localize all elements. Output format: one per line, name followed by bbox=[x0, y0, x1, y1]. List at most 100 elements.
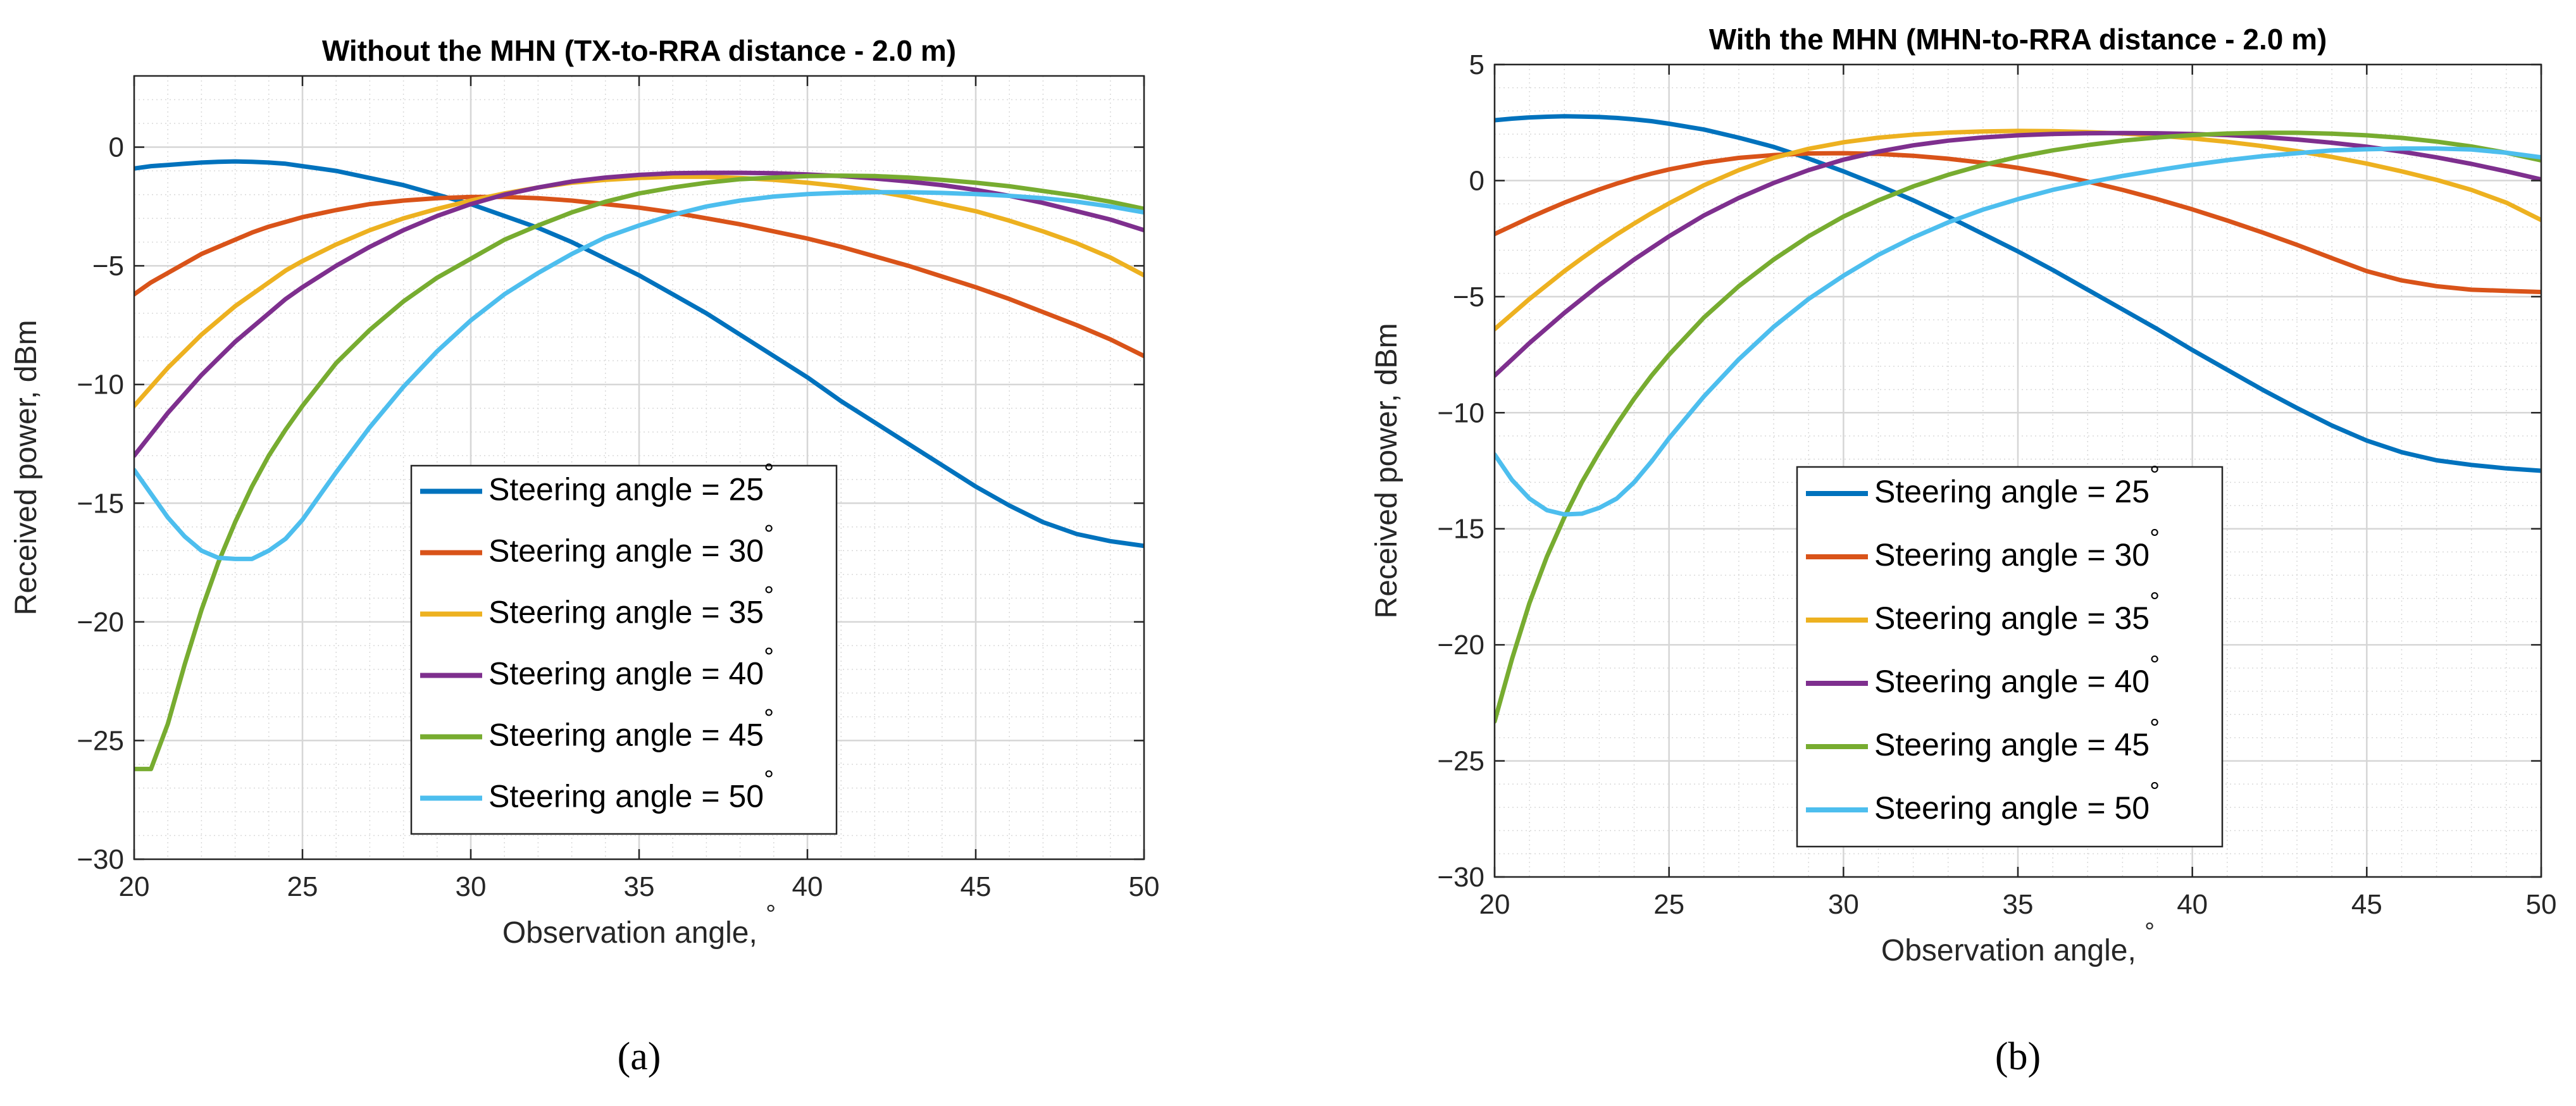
legend-label-text: Steering angle = 35 bbox=[488, 595, 764, 630]
x-tick-label: 30 bbox=[1828, 889, 1859, 920]
legend-label-text: Steering angle = 25 bbox=[1874, 474, 2150, 509]
y-tick-label: −10 bbox=[1437, 397, 1484, 428]
legend-label-degree: ° bbox=[764, 705, 774, 733]
legend-label: Steering angle = 40° bbox=[1874, 651, 2160, 699]
series-line-a-50 bbox=[134, 190, 1144, 561]
legend-label-text: Steering angle = 40 bbox=[488, 656, 764, 692]
legend-item: Steering angle = 50° bbox=[1806, 778, 2160, 826]
y-axis-label-b: Received power, dBm bbox=[1370, 323, 1403, 619]
chart-title-b: With the MHN (MHN-to-RRA distance - 2.0 … bbox=[1709, 23, 2327, 56]
legend-label: Steering angle = 35° bbox=[488, 582, 774, 630]
legend-label: Steering angle = 25° bbox=[1874, 461, 2160, 509]
y-tick-label: −5 bbox=[1453, 282, 1484, 313]
y-tick-label: −5 bbox=[92, 251, 124, 282]
legend-label-text: Steering angle = 45 bbox=[488, 718, 764, 753]
series-line-b-35 bbox=[1495, 128, 2541, 332]
series-line-a-30 bbox=[134, 194, 1144, 359]
legend-label-text: Steering angle = 50 bbox=[488, 779, 764, 814]
x-tick-label: 35 bbox=[2003, 889, 2034, 920]
y-tick-label: −30 bbox=[77, 844, 124, 875]
x-tick-label: 45 bbox=[961, 871, 992, 902]
legend-item: Steering angle = 40° bbox=[1806, 651, 2160, 699]
legend-label: Steering angle = 45° bbox=[488, 705, 774, 753]
legend-label-degree: ° bbox=[2150, 525, 2160, 552]
chart-panel-b: 20 25 30 35 40 45 50 −30 −25 −20 −15 −10 −5 0 5 With th… bbox=[1370, 23, 2556, 1078]
legend-item: Steering angle = 50° bbox=[420, 766, 774, 814]
legend-item: Steering angle = 45° bbox=[1806, 714, 2160, 762]
legend-label-degree: ° bbox=[764, 459, 774, 487]
y-tick-label: −10 bbox=[77, 370, 124, 401]
legend-box bbox=[410, 464, 838, 835]
legend-item: Steering angle = 35° bbox=[420, 582, 774, 630]
x-axis-label-text: Observation angle, bbox=[502, 916, 766, 950]
x-tick-label: 30 bbox=[456, 871, 487, 902]
legend-item: Steering angle = 25° bbox=[1806, 461, 2160, 509]
legend-box bbox=[1796, 466, 2224, 848]
x-tick-label: 45 bbox=[2351, 889, 2382, 920]
x-tick-label: 25 bbox=[1653, 889, 1684, 920]
series-line-a-45 bbox=[134, 173, 1144, 771]
legend-label-text: Steering angle = 30 bbox=[1874, 537, 2150, 573]
legend-label-degree: ° bbox=[2150, 714, 2160, 742]
panel-label-a: (a) bbox=[618, 1035, 661, 1078]
series-line-b-25 bbox=[1495, 114, 2541, 473]
chart-title-a: Without the MHN (TX-to-RRA distance - 2.… bbox=[322, 34, 956, 67]
legend-label-text: Steering angle = 30 bbox=[488, 533, 764, 569]
legend-label-text: Steering angle = 50 bbox=[1874, 790, 2150, 826]
series-group-b bbox=[1495, 114, 2541, 724]
series-line-b-45 bbox=[1495, 130, 2541, 724]
x-tick-label: 40 bbox=[2177, 889, 2208, 920]
y-tick-label: −15 bbox=[1437, 514, 1484, 545]
y-tick-label: −25 bbox=[77, 725, 124, 756]
x-axis-label-b: Observation angle, ° bbox=[1881, 918, 2155, 967]
legend-label-degree: ° bbox=[764, 643, 774, 671]
y-tick-label: −15 bbox=[77, 488, 124, 519]
legend-b: Steering angle = 25°Steering angle = 30°… bbox=[1796, 461, 2224, 848]
series-line-a-25 bbox=[134, 159, 1144, 549]
legend-label: Steering angle = 50° bbox=[1874, 778, 2160, 826]
legend-label-text: Steering angle = 40 bbox=[1874, 664, 2150, 699]
legend-label: Steering angle = 30° bbox=[1874, 525, 2160, 573]
y-tick-label: 0 bbox=[1469, 165, 1484, 196]
legend-label-degree: ° bbox=[764, 766, 774, 794]
series-line-b-40 bbox=[1495, 130, 2541, 378]
legend-label-text: Steering angle = 45 bbox=[1874, 727, 2150, 762]
y-tick-label: 0 bbox=[109, 132, 124, 163]
y-tick-label: −20 bbox=[1437, 630, 1484, 661]
legend-label-degree: ° bbox=[2150, 588, 2160, 616]
x-tick-label: 40 bbox=[792, 871, 823, 902]
legend-label: Steering angle = 25° bbox=[488, 459, 774, 507]
legend-label: Steering angle = 45° bbox=[1874, 714, 2160, 762]
legend-label-degree: ° bbox=[764, 582, 774, 610]
series-group-a bbox=[134, 159, 1144, 771]
series-line-b-50 bbox=[1495, 146, 2541, 517]
legend-item: Steering angle = 25° bbox=[420, 459, 774, 507]
x-axis-label-unit: ° bbox=[766, 900, 776, 928]
x-axis-label-unit: ° bbox=[2144, 918, 2155, 946]
legend-item: Steering angle = 40° bbox=[420, 643, 774, 692]
legend-a: Steering angle = 25°Steering angle = 30°… bbox=[410, 459, 838, 835]
y-tick-label: 5 bbox=[1469, 49, 1484, 80]
chart-panel-a: 20 25 30 35 40 45 50 −30 −25 −20 −15 −10 −5 0 Without … bbox=[9, 34, 1159, 1078]
panel-label-b: (b) bbox=[1995, 1035, 2041, 1078]
x-tick-label: 25 bbox=[287, 871, 318, 902]
legend-label-degree: ° bbox=[2150, 461, 2160, 489]
legend-item: Steering angle = 30° bbox=[1806, 525, 2160, 573]
legend-label-degree: ° bbox=[2150, 651, 2160, 679]
legend-item: Steering angle = 30° bbox=[420, 521, 774, 569]
series-line-b-30 bbox=[1495, 151, 2541, 294]
legend-item: Steering angle = 35° bbox=[1806, 588, 2160, 636]
series-line-a-40 bbox=[134, 170, 1144, 458]
x-tick-label: 20 bbox=[119, 871, 150, 902]
legend-label: Steering angle = 50° bbox=[488, 766, 774, 814]
y-tick-label: −30 bbox=[1437, 862, 1484, 893]
x-tick-label: 50 bbox=[1129, 871, 1160, 902]
legend-label: Steering angle = 30° bbox=[488, 521, 774, 569]
legend-label-text: Steering angle = 25 bbox=[488, 472, 764, 507]
legend-label-degree: ° bbox=[764, 521, 774, 549]
legend-label: Steering angle = 40° bbox=[488, 643, 774, 692]
y-tick-label: −25 bbox=[1437, 746, 1484, 777]
x-tick-label: 50 bbox=[2526, 889, 2557, 920]
x-tick-label: 35 bbox=[624, 871, 655, 902]
